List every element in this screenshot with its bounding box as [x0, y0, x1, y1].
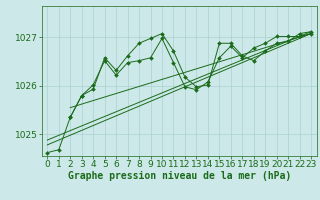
X-axis label: Graphe pression niveau de la mer (hPa): Graphe pression niveau de la mer (hPa): [68, 171, 291, 181]
